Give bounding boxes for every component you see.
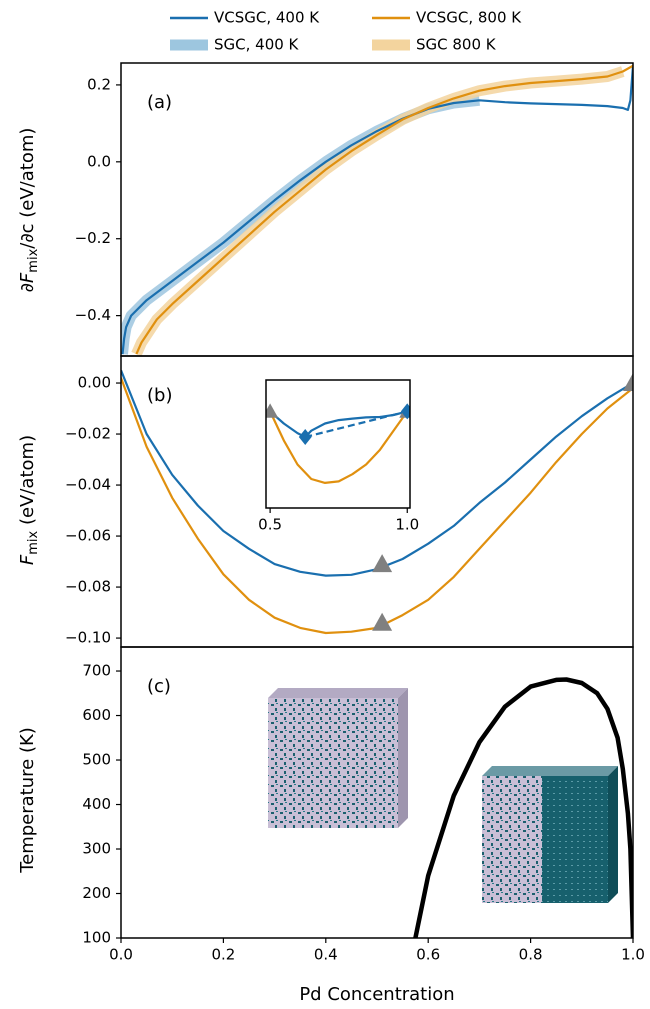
legend-label: VCSGC, 400 K <box>214 9 320 27</box>
structure-images <box>268 688 618 903</box>
y-tick-label: 0.00 <box>78 374 111 392</box>
line <box>413 677 633 938</box>
cube-top <box>268 688 408 698</box>
y-tick-label: 100 <box>82 929 111 947</box>
cube-random <box>268 698 398 828</box>
y-tick-label: 300 <box>82 840 111 858</box>
y-tick-label: −0.06 <box>65 527 111 545</box>
axes-frame <box>120 62 634 357</box>
x-tick-label: 0.5 <box>258 516 282 534</box>
x-tick-label: 0.2 <box>211 946 235 964</box>
label-sub: mix <box>26 530 41 554</box>
plot-area <box>266 380 410 508</box>
label-rest: (eV/atom) <box>17 435 38 531</box>
cube-top <box>482 766 618 776</box>
y-tick-label: −0.02 <box>65 425 111 443</box>
diamond-marker <box>400 403 410 420</box>
y-tick-label: −0.10 <box>65 629 111 647</box>
y-tick-label: 600 <box>82 706 111 724</box>
y-tick-label: 0.0 <box>87 152 111 170</box>
line <box>135 64 633 355</box>
plot-area <box>121 369 633 635</box>
triangle-marker <box>266 403 279 418</box>
plot-area <box>413 677 633 938</box>
line <box>269 410 409 484</box>
triangle-marker <box>372 554 393 573</box>
x-tick-label: 1.0 <box>395 516 419 534</box>
cube-side <box>608 766 618 903</box>
x-tick-label: 0.0 <box>109 946 133 964</box>
triangle-marker <box>372 612 393 631</box>
plot-area <box>121 64 633 356</box>
label-rest: /∂c (eV/atom) <box>17 128 38 249</box>
x-tick-label: 1.0 <box>621 946 645 964</box>
diamond-marker <box>298 428 312 445</box>
triangle-marker <box>623 373 633 392</box>
y-tick-label: −0.4 <box>75 306 111 324</box>
cube-side <box>398 688 408 828</box>
legend-label: SGC, 400 K <box>214 36 300 54</box>
y-axis-label: Temperature (K) <box>17 727 38 874</box>
panel-label: (b) <box>147 385 172 406</box>
x-axis-label: Pd Concentration <box>299 984 454 1005</box>
cube-left <box>482 776 542 903</box>
y-tick-label: 400 <box>82 795 111 813</box>
cube-right <box>542 776 608 903</box>
legend-label: VCSGC, 800 K <box>416 9 522 27</box>
panel-label: (a) <box>147 92 172 113</box>
label-main: Temperature (K) <box>17 727 38 874</box>
y-axis-label: Fmix (eV/atom) <box>17 435 41 565</box>
y-axis-label: ∂Fmix/∂c (eV/atom) <box>17 128 41 293</box>
label-main: ∂F <box>17 272 38 292</box>
axes-frame <box>120 646 634 939</box>
inset-background <box>266 380 410 508</box>
line <box>121 65 633 355</box>
y-tick-label: 0.2 <box>87 75 111 93</box>
legend-label: SGC 800 K <box>416 36 497 54</box>
band <box>121 94 480 355</box>
y-tick-label: −0.08 <box>65 578 111 596</box>
line <box>304 410 408 439</box>
x-tick-label: 0.6 <box>416 946 440 964</box>
y-tick-label: 200 <box>82 884 111 902</box>
y-tick-label: −0.04 <box>65 476 111 494</box>
panel-label: (c) <box>147 676 171 697</box>
x-tick-label: 0.8 <box>519 946 543 964</box>
x-tick-label: 0.4 <box>314 946 338 964</box>
band <box>131 66 625 356</box>
axes-frame <box>265 379 411 509</box>
label-main: F <box>17 554 38 565</box>
y-tick-label: −0.2 <box>75 229 111 247</box>
y-tick-label: 500 <box>82 751 111 769</box>
y-tick-label: 700 <box>82 662 111 680</box>
label-sub: mix <box>26 248 41 272</box>
